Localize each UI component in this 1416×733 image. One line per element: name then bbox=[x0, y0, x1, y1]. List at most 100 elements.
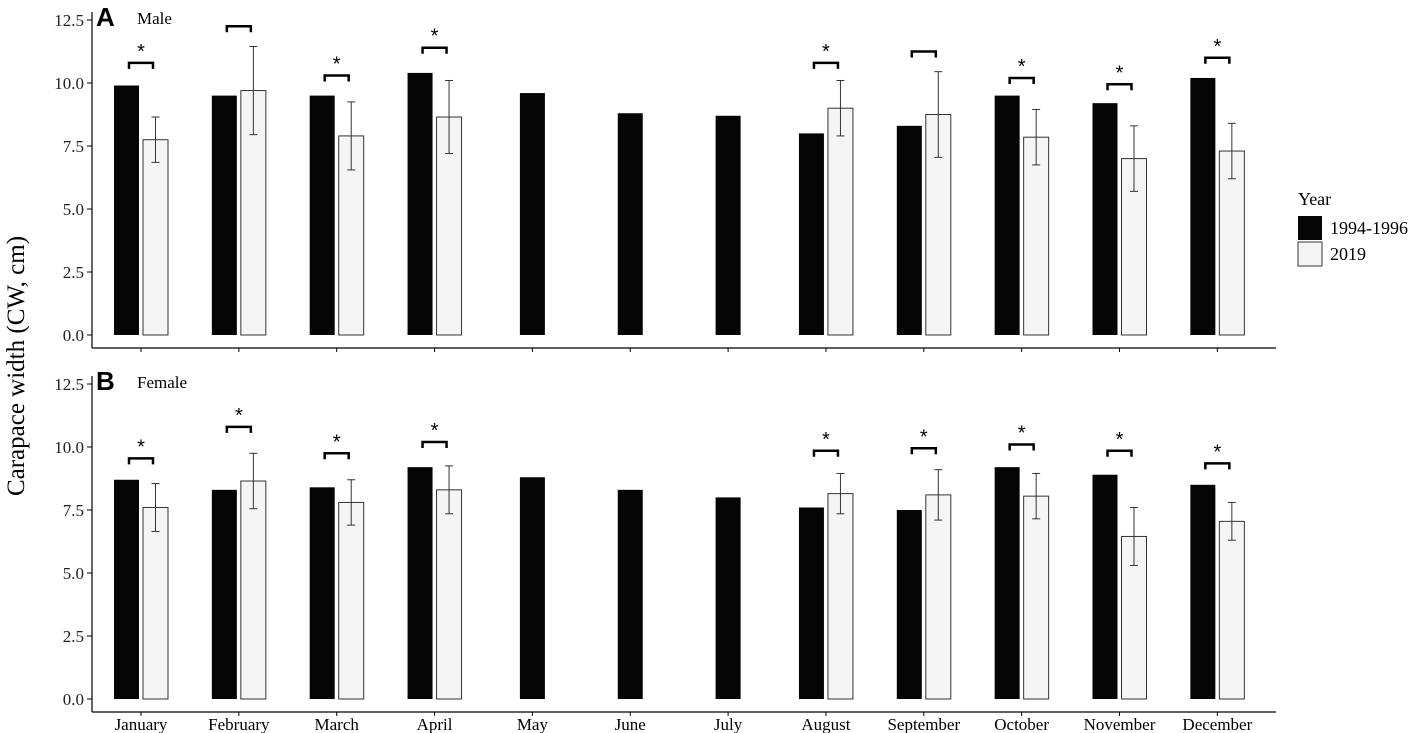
significance-bracket bbox=[225, 425, 253, 433]
significance-star: * bbox=[431, 26, 439, 48]
bar-2019 bbox=[1023, 495, 1050, 700]
bar-1994-1996 bbox=[1092, 474, 1118, 699]
significance-star: * bbox=[431, 420, 439, 442]
bar-2019 bbox=[142, 506, 169, 700]
bar-1994-1996 bbox=[617, 113, 643, 336]
significance-bracket bbox=[1008, 443, 1035, 451]
x-tick-label: March bbox=[315, 715, 360, 733]
y-tick-label: 12.5 bbox=[54, 375, 84, 394]
bar-1994-1996 bbox=[994, 95, 1020, 335]
panel-letter: A bbox=[96, 2, 115, 32]
bar-2019 bbox=[1023, 136, 1050, 336]
bar-1994-1996 bbox=[798, 507, 824, 699]
significance-star: * bbox=[333, 53, 341, 75]
bar-1994-1996 bbox=[896, 510, 922, 699]
significance-star: * bbox=[1018, 56, 1026, 78]
bar-1994-1996 bbox=[617, 489, 643, 699]
bar-2019 bbox=[827, 493, 854, 700]
significance-bracket bbox=[1106, 449, 1133, 457]
panel-a: 0.0 2.5 5.0 7.5 10.0 12.5 A Male * * * * * * * bbox=[54, 2, 1276, 352]
significance-bracket bbox=[910, 447, 938, 455]
significance-star: * bbox=[1213, 36, 1221, 58]
y-tick-label: 2.5 bbox=[63, 263, 84, 282]
y-tick-label: 10.0 bbox=[54, 74, 84, 93]
significance-bracket bbox=[421, 440, 448, 448]
bar-1994-1996 bbox=[211, 95, 237, 335]
significance-bracket bbox=[1204, 462, 1231, 470]
x-tick-label: June bbox=[615, 715, 646, 733]
significance-bracket bbox=[127, 61, 155, 69]
panel-b: 0.0 2.5 5.0 7.5 10.0 12.5 January February March… bbox=[54, 366, 1276, 733]
significance-star: * bbox=[822, 41, 830, 63]
significance-star: * bbox=[333, 431, 341, 453]
bar-2019 bbox=[925, 494, 952, 700]
bar-1994-1996 bbox=[715, 115, 741, 335]
legend-swatch-1994-1996 bbox=[1298, 216, 1322, 240]
significance-star: * bbox=[1116, 62, 1124, 84]
significance-star: * bbox=[1018, 422, 1026, 444]
bar-1994-1996 bbox=[309, 95, 335, 335]
significance-star: * bbox=[920, 426, 928, 448]
y-tick-label: 2.5 bbox=[63, 627, 84, 646]
bar-1994-1996 bbox=[994, 467, 1020, 699]
bar-1994-1996 bbox=[407, 72, 433, 336]
significance-star: * bbox=[1116, 429, 1124, 451]
legend-swatch-2019 bbox=[1297, 241, 1323, 267]
bar-2019 bbox=[338, 501, 365, 700]
significance-bracket bbox=[323, 74, 350, 82]
legend-label-1994-1996: 1994-1996 bbox=[1330, 218, 1408, 238]
bar-1994-1996 bbox=[798, 133, 824, 335]
significance-bracket bbox=[1008, 76, 1035, 84]
panel-title: Female bbox=[137, 373, 187, 392]
x-tick-label: January bbox=[115, 715, 168, 733]
bar-1994-1996 bbox=[309, 487, 335, 699]
significance-star: * bbox=[137, 41, 145, 63]
significance-bracket bbox=[323, 452, 350, 460]
y-tick-label: 0.0 bbox=[63, 326, 84, 345]
x-tick-label: July bbox=[714, 715, 743, 733]
significance-bracket bbox=[1106, 83, 1133, 91]
significance-bracket bbox=[421, 46, 448, 54]
x-tick-label: August bbox=[801, 715, 850, 733]
y-tick-label: 12.5 bbox=[54, 11, 84, 30]
significance-star: * bbox=[235, 405, 243, 427]
legend-label-2019: 2019 bbox=[1330, 244, 1366, 264]
bar-1994-1996 bbox=[896, 125, 922, 335]
significance-bracket bbox=[1204, 56, 1231, 64]
x-tick-label: February bbox=[208, 715, 270, 733]
legend-title: Year bbox=[1298, 189, 1331, 209]
bar-2019 bbox=[827, 107, 854, 336]
bar-2019 bbox=[1218, 150, 1245, 336]
significance-star: * bbox=[822, 429, 830, 451]
significance-bracket bbox=[812, 449, 840, 457]
significance-bracket bbox=[910, 50, 938, 58]
bar-1994-1996 bbox=[114, 479, 139, 699]
y-tick-label: 0.0 bbox=[63, 690, 84, 709]
bar-2019 bbox=[240, 480, 267, 700]
x-tick-label: November bbox=[1084, 715, 1156, 733]
significance-bracket bbox=[127, 457, 155, 465]
significance-star: * bbox=[137, 436, 145, 458]
significance-star: * bbox=[1213, 441, 1221, 463]
y-tick-label: 7.5 bbox=[63, 137, 84, 156]
significance-bracket bbox=[225, 25, 253, 33]
panel-letter: B bbox=[96, 366, 115, 396]
bar-1994-1996 bbox=[1190, 484, 1216, 699]
y-tick-label: 5.0 bbox=[63, 564, 84, 583]
bar-1994-1996 bbox=[211, 489, 237, 699]
y-tick-label: 7.5 bbox=[63, 501, 84, 520]
bar-1994-1996 bbox=[1190, 77, 1216, 336]
y-tick-label: 5.0 bbox=[63, 200, 84, 219]
x-tick-label: September bbox=[887, 715, 960, 733]
x-tick-label: December bbox=[1182, 715, 1252, 733]
x-tick-label: May bbox=[517, 715, 549, 733]
panel-title: Male bbox=[137, 9, 172, 28]
bar-2019 bbox=[436, 489, 463, 700]
legend: Year 1994-1996 2019 bbox=[1297, 189, 1408, 267]
y-axis-title: Carapace width (CW, cm) bbox=[3, 236, 30, 496]
y-tick-label: 10.0 bbox=[54, 438, 84, 457]
bar-2019 bbox=[1218, 520, 1245, 700]
bar-1994-1996 bbox=[407, 467, 433, 699]
